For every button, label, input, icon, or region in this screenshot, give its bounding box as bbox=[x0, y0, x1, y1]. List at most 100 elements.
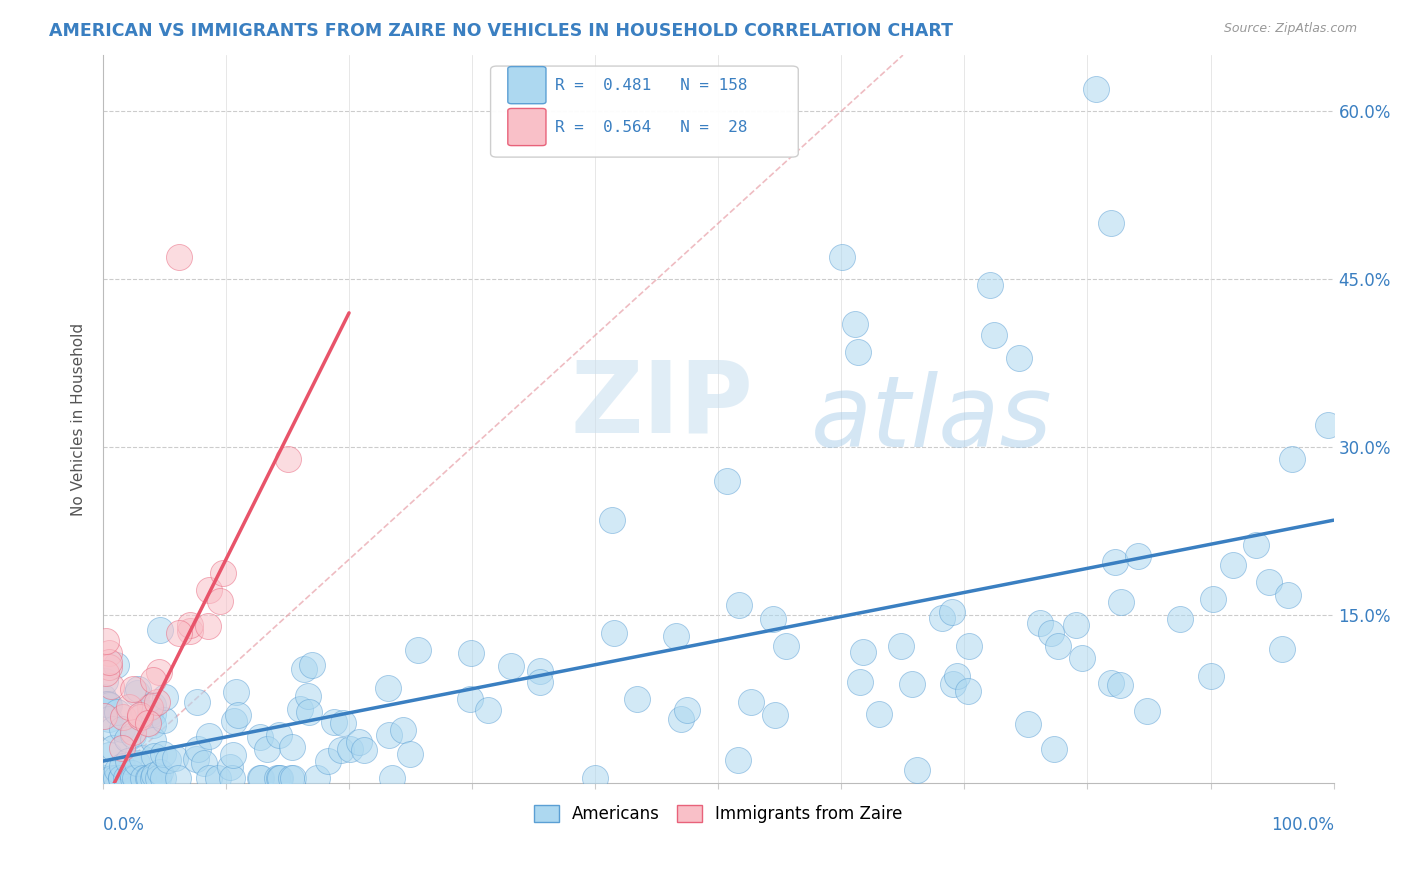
Point bbox=[1042, 742, 1064, 756]
Point bbox=[98, 646, 121, 660]
Point bbox=[1028, 615, 1050, 630]
Point bbox=[122, 724, 145, 739]
Point bbox=[762, 612, 785, 626]
Point bbox=[179, 624, 201, 639]
Point bbox=[458, 691, 481, 706]
Point bbox=[600, 513, 623, 527]
Point bbox=[111, 722, 134, 736]
Point bbox=[166, 771, 188, 785]
Point bbox=[110, 771, 132, 785]
Text: 100.0%: 100.0% bbox=[1271, 816, 1334, 834]
Point bbox=[146, 695, 169, 709]
Point bbox=[125, 756, 148, 770]
Point bbox=[97, 698, 120, 712]
FancyBboxPatch shape bbox=[508, 67, 546, 103]
Point bbox=[249, 771, 271, 785]
Point bbox=[1126, 549, 1149, 563]
FancyBboxPatch shape bbox=[491, 66, 799, 157]
Point bbox=[207, 771, 229, 785]
Point bbox=[1202, 591, 1225, 606]
Point bbox=[198, 583, 221, 598]
Point bbox=[94, 674, 117, 689]
Point bbox=[269, 771, 291, 785]
Point bbox=[1271, 641, 1294, 656]
Point bbox=[292, 662, 315, 676]
Point bbox=[142, 767, 165, 781]
Point bbox=[945, 668, 967, 682]
Point bbox=[626, 691, 648, 706]
Point bbox=[186, 695, 208, 709]
Point bbox=[208, 594, 231, 608]
Point bbox=[115, 732, 138, 747]
Point bbox=[901, 677, 924, 691]
Point bbox=[1084, 82, 1107, 96]
Point bbox=[1039, 625, 1062, 640]
Point bbox=[1109, 594, 1132, 608]
Point bbox=[111, 759, 134, 773]
Point bbox=[163, 750, 186, 764]
Point bbox=[849, 675, 872, 690]
Point bbox=[156, 753, 179, 767]
Point bbox=[332, 716, 354, 731]
Point bbox=[211, 566, 233, 581]
Point bbox=[831, 250, 853, 264]
Point bbox=[100, 679, 122, 693]
Point bbox=[775, 639, 797, 653]
Point bbox=[280, 771, 302, 785]
Point bbox=[105, 705, 128, 719]
Point bbox=[104, 771, 127, 785]
Point bbox=[129, 710, 152, 724]
Point bbox=[153, 690, 176, 705]
Point bbox=[665, 630, 688, 644]
Point bbox=[96, 633, 118, 648]
Point bbox=[1281, 451, 1303, 466]
Point bbox=[111, 740, 134, 755]
Point bbox=[142, 698, 165, 712]
Text: R =  0.481   N = 158: R = 0.481 N = 158 bbox=[554, 78, 747, 93]
Point bbox=[91, 771, 114, 785]
Text: Source: ZipAtlas.com: Source: ZipAtlas.com bbox=[1223, 22, 1357, 36]
Point bbox=[957, 684, 980, 698]
Point bbox=[378, 728, 401, 742]
Point bbox=[222, 748, 245, 763]
Point bbox=[868, 706, 890, 721]
Point bbox=[288, 702, 311, 716]
Point bbox=[198, 771, 221, 785]
Point bbox=[377, 681, 399, 695]
Point bbox=[391, 723, 413, 738]
Point bbox=[671, 712, 693, 726]
Point bbox=[100, 771, 122, 785]
Point bbox=[136, 716, 159, 731]
Point bbox=[283, 771, 305, 785]
Point bbox=[152, 771, 174, 785]
Point bbox=[149, 764, 172, 779]
Text: atlas: atlas bbox=[811, 371, 1052, 467]
Point bbox=[1244, 538, 1267, 552]
Point bbox=[97, 712, 120, 726]
Point bbox=[852, 645, 875, 659]
FancyBboxPatch shape bbox=[508, 109, 546, 145]
Point bbox=[250, 771, 273, 785]
Point bbox=[267, 771, 290, 785]
Text: R =  0.564   N =  28: R = 0.564 N = 28 bbox=[554, 120, 747, 135]
Point bbox=[301, 657, 323, 672]
Point bbox=[844, 317, 866, 331]
Point bbox=[266, 771, 288, 785]
Point bbox=[131, 771, 153, 785]
Point bbox=[905, 763, 928, 777]
Point bbox=[148, 771, 170, 785]
Point bbox=[97, 698, 120, 712]
Point bbox=[477, 703, 499, 717]
Point bbox=[105, 763, 128, 777]
Point bbox=[740, 694, 762, 708]
Point bbox=[381, 771, 404, 785]
Point bbox=[1316, 417, 1339, 432]
Point bbox=[316, 754, 339, 768]
Point bbox=[1222, 558, 1244, 572]
Point bbox=[347, 735, 370, 749]
Point bbox=[353, 742, 375, 756]
Point bbox=[122, 681, 145, 696]
Point bbox=[1071, 650, 1094, 665]
Point bbox=[529, 674, 551, 689]
Text: 0.0%: 0.0% bbox=[103, 816, 145, 834]
